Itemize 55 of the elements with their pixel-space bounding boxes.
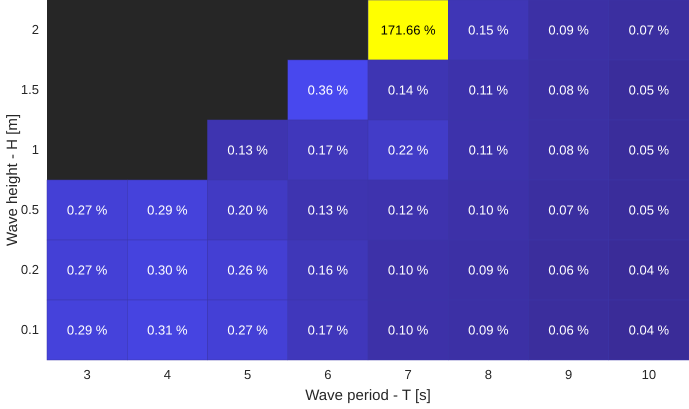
y-tick-label: 0.2 <box>20 262 39 278</box>
x-tick-label: 6 <box>324 367 332 382</box>
data-label: 0.27 % <box>66 202 108 218</box>
x-tick-label: 8 <box>484 367 492 382</box>
x-tick-label: 10 <box>642 367 656 382</box>
data-label: 0.05 % <box>628 142 670 158</box>
data-label: 0.10 % <box>468 202 510 218</box>
data-label: 0.07 % <box>548 202 590 218</box>
data-label: 0.20 % <box>227 202 268 218</box>
x-tick-label: 4 <box>164 367 171 382</box>
data-label: 0.05 % <box>628 202 670 218</box>
data-label: 0.07 % <box>628 22 670 38</box>
data-label: 0.10 % <box>388 262 429 278</box>
data-label: 0.08 % <box>548 82 590 98</box>
data-label: 0.30 % <box>147 262 188 278</box>
y-tick-label: 1 <box>32 142 39 158</box>
data-label: 0.22 % <box>388 142 429 158</box>
data-label: 0.29 % <box>147 202 188 218</box>
data-label: 0.12 % <box>388 202 429 218</box>
x-tick-label: 3 <box>84 367 91 382</box>
data-label: 0.16 % <box>308 262 349 278</box>
x-tick-label: 5 <box>244 367 252 382</box>
data-label: 0.09 % <box>468 262 510 278</box>
y-axis-title: Wave height - H [m] <box>4 114 21 246</box>
data-label: 0.10 % <box>388 322 429 338</box>
data-label: 0.27 % <box>66 262 108 278</box>
y-tick-label: 0.5 <box>20 202 39 218</box>
data-label: 0.11 % <box>468 142 509 158</box>
data-label: 0.04 % <box>628 322 670 338</box>
data-label: 0.13 % <box>308 202 349 218</box>
data-label: 0.17 % <box>308 142 349 158</box>
data-label: 0.08 % <box>548 142 590 158</box>
data-label: 0.06 % <box>548 262 590 278</box>
y-tick-label: 0.1 <box>20 322 39 338</box>
data-label: 0.17 % <box>308 322 349 338</box>
data-label: 0.36 % <box>308 82 349 98</box>
x-tick-label: 9 <box>565 367 572 382</box>
data-label: 0.13 % <box>227 142 268 158</box>
data-label: 0.29 % <box>66 322 108 338</box>
data-label: 0.06 % <box>548 322 590 338</box>
data-label: 0.26 % <box>227 262 268 278</box>
data-label: 171.66 % <box>380 22 436 38</box>
y-tick-label: 2 <box>32 22 39 38</box>
data-label: 0.09 % <box>548 22 590 38</box>
data-label: 0.11 % <box>468 82 509 98</box>
data-label: 0.04 % <box>628 262 670 278</box>
data-label: 0.27 % <box>227 322 268 338</box>
data-label: 0.31 % <box>147 322 188 338</box>
data-label: 0.15 % <box>468 22 510 38</box>
x-axis-title: Wave period - T [s] <box>305 387 431 404</box>
y-tick-label: 1.5 <box>20 82 39 98</box>
data-label: 0.09 % <box>468 322 510 338</box>
data-label: 0.05 % <box>628 82 670 98</box>
data-label: 0.14 % <box>388 82 429 98</box>
x-tick-label: 7 <box>404 367 412 382</box>
